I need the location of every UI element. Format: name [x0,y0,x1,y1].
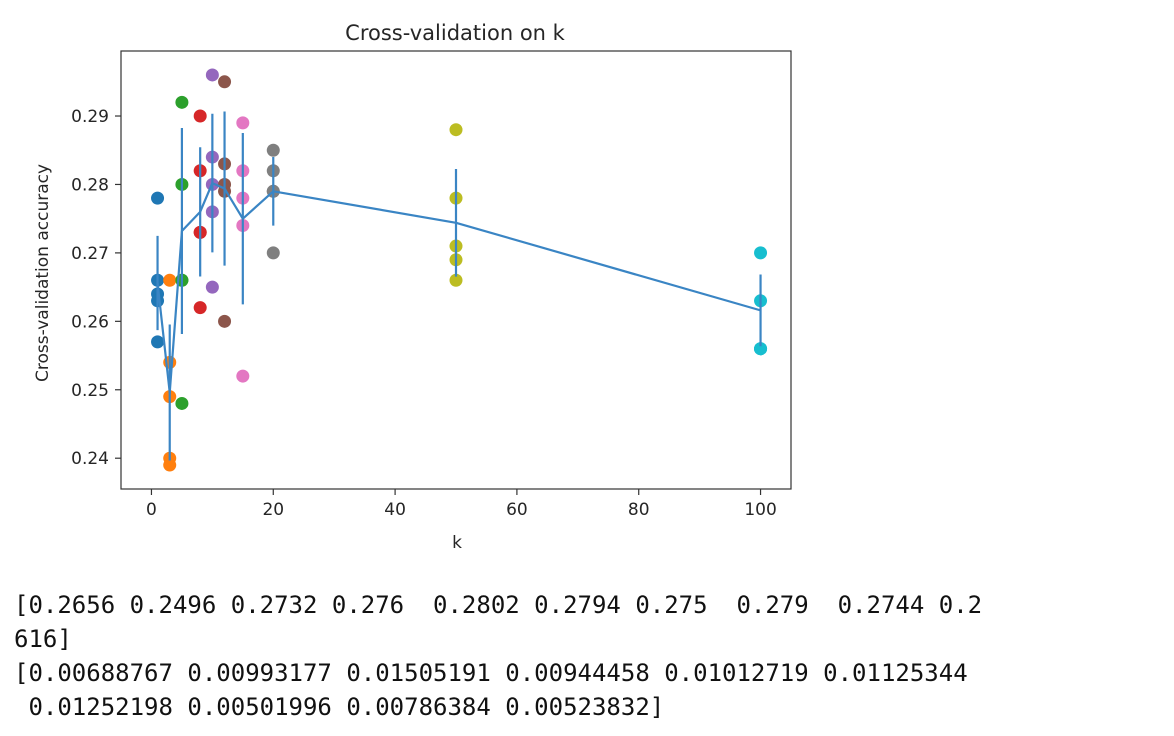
y-tick-label: 0.24 [71,449,109,469]
output-line: [0.2656 0.2496 0.2732 0.276 0.2802 0.279… [14,591,983,619]
scatter-point-k3 [163,458,177,472]
scatter-point-k10 [205,280,219,294]
cross-validation-chart: Cross-validation on k Cross-validation a… [33,21,792,553]
scatter-point-k100 [754,246,768,260]
scatter-point-k12 [218,75,232,89]
output-line: [0.00688767 0.00993177 0.01505191 0.0094… [14,659,968,687]
x-tick-label: 60 [506,500,528,520]
y-tick-label: 0.26 [71,312,109,332]
scatter-point-k1 [151,191,165,205]
scatter-point-k5 [175,95,189,109]
y-tick-label: 0.29 [71,107,109,127]
x-tick-label: 100 [744,500,776,520]
x-axis-label: k [452,533,462,553]
scatter-point-k100 [754,342,768,356]
scatter-point-k1 [151,335,165,349]
scatter-point-k8 [193,109,207,123]
scatter-point-k50 [449,273,463,287]
output-line: 0.01252198 0.00501996 0.00786384 0.00523… [14,693,665,721]
scatter-point-k15 [236,369,250,383]
errorbar-series [156,111,762,461]
y-tick-label: 0.28 [71,175,109,195]
x-tick-label: 80 [628,500,650,520]
mean-accuracy-line [156,181,761,394]
y-axis-label: Cross-validation accuracy [33,164,53,382]
plot-area-frame [120,50,792,490]
chart-title: Cross-validation on k [345,21,565,45]
x-tick-label: 0 [146,500,157,520]
scatter-point-k50 [449,123,463,137]
x-tick-label: 40 [384,500,406,520]
scatter-point-k20 [266,246,280,260]
scatter-point-k3 [163,273,177,287]
scatter-point-k10 [205,68,219,82]
cell-output: [0.2656 0.2496 0.2732 0.276 0.2802 0.279… [14,588,1164,724]
axis-ticks: 0 20 40 60 80 100 0.24 0.25 0.26 0.27 0.28 0.29 [71,107,777,520]
output-line: 616] [14,625,72,653]
scatter-point-k8 [193,301,207,315]
x-tick-label: 20 [262,500,284,520]
scatter-point-k12 [218,314,232,328]
y-tick-label: 0.27 [71,244,109,264]
scatter-point-k20 [266,143,280,157]
y-tick-label: 0.25 [71,381,109,401]
scatter-point-k5 [175,396,189,410]
scatter-point-k15 [236,116,250,130]
